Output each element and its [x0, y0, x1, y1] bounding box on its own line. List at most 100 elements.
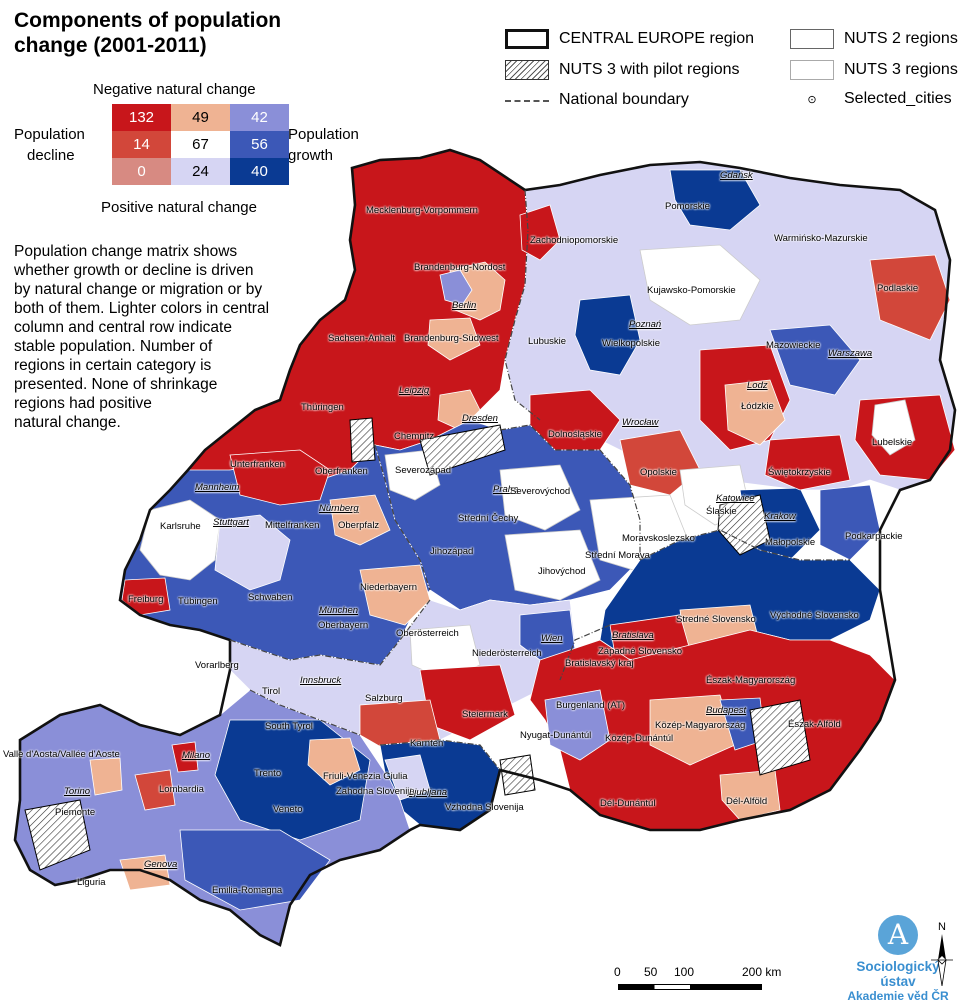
city-label: Stuttgart: [213, 517, 249, 528]
pilot-swatch: [505, 60, 549, 80]
region-label: Pomorskie: [665, 201, 710, 212]
city-label: Budapest: [706, 705, 747, 716]
region-label: Oberpfalz: [338, 520, 380, 531]
region-label: Chemnitz: [394, 431, 435, 442]
description-line: presented. None of shrinkage: [14, 376, 218, 393]
region-label: Śląskie: [706, 506, 737, 517]
region-label: Brandenburg-Südwest: [404, 333, 499, 344]
description-line: both of them. Lighter colors in central: [14, 300, 270, 317]
region-swietokrzyskie-red: [764, 434, 851, 491]
description-line: regions in certain category is: [14, 357, 212, 374]
region-label: Niederösterreich: [472, 648, 542, 659]
matrix-cell: 24: [171, 158, 230, 185]
city-label: Katowice: [716, 493, 755, 504]
region-label: Střední Čechy: [458, 513, 519, 524]
region-lubelskie-white: [871, 399, 916, 456]
legend-nuts2: NUTS 2 regions: [790, 29, 958, 49]
matrix-cell: 67: [171, 131, 230, 158]
region-label: Podkarpackie: [845, 531, 903, 542]
region-label: Dél-Dunántúl: [600, 798, 656, 809]
region-label: Moravskoslezsko: [622, 533, 695, 544]
legend-cities-label: Selected_cities: [844, 90, 952, 107]
central-europe-swatch: [505, 29, 549, 49]
region-label: South Tyrol: [265, 721, 313, 732]
region-label: Dél-Alföld: [726, 796, 768, 807]
region-mazowieckie-blue: [769, 324, 861, 396]
city-label: Nürnberg: [319, 503, 359, 514]
region-label: Vzhodna Slovenija: [445, 802, 524, 813]
region-podkarpackie-blue: [819, 484, 881, 561]
city-dot-icon: ⊙: [807, 93, 817, 106]
region-label: Střední Morava: [585, 550, 650, 561]
description-line: stable population. Number of: [14, 338, 213, 355]
region-germany-s-lavender: [214, 514, 291, 591]
national-boundaries: [229, 189, 850, 771]
city-label: Wien: [541, 633, 563, 644]
sociologicky-ustav-logo: A Sociologický ústav Akademie věd ČR: [838, 915, 958, 1003]
region-label: Salzburg: [365, 693, 403, 704]
region-torino-peach: [89, 757, 123, 796]
region-label: Niederbayern: [360, 582, 418, 593]
matrix-cell: 40: [230, 158, 289, 185]
region-label: Dolnośląskie: [548, 429, 602, 440]
logo-icon: A: [878, 915, 918, 955]
legend-central-europe-label: CENTRAL EUROPE region: [559, 30, 755, 47]
city-label: Gdańsk: [720, 170, 753, 181]
description-line: natural change.: [14, 414, 121, 431]
city-label: Praha: [493, 484, 519, 495]
city-label: München: [319, 605, 359, 616]
matrix-cell: 132: [112, 104, 171, 131]
legend-nuts2-label: NUTS 2 regions: [844, 30, 958, 47]
region-emilia-blue: [179, 829, 331, 911]
region-label: Freiburg: [128, 594, 164, 605]
matrix-cell: 0: [112, 158, 171, 185]
scale-label-200: 200 km: [742, 965, 782, 979]
region-label: Oberfranken: [315, 466, 368, 477]
title-line-1: Components of population: [14, 9, 282, 32]
nuts3-swatch: [790, 60, 834, 80]
legend-central-europe: CENTRAL EUROPE region: [505, 29, 754, 49]
region-label: Emilia-Romagna: [212, 885, 283, 896]
region-label: Kujawsko-Pomorskie: [647, 285, 736, 296]
region-label: Lubuskie: [528, 336, 567, 347]
city-label: Dresden: [462, 413, 498, 424]
region-severovychod-white: [499, 464, 581, 531]
region-label: Západné Slovensko: [598, 646, 682, 657]
region-brandenburg-sw: [427, 317, 481, 361]
logo-subtitle: Akademie věd ČR: [847, 989, 949, 1003]
region-label: Bratislavský kraj: [565, 658, 634, 669]
matrix-bottom-label: Positive natural change: [101, 199, 257, 216]
region-lodzkie-peach: [724, 379, 786, 446]
description-line: whether growth or decline is driven: [14, 262, 254, 279]
matrix-left-label-1: Population: [14, 126, 85, 143]
city-label: Mannheim: [195, 482, 240, 493]
region-label: Świętokrzyskie: [768, 467, 831, 478]
legend-national-boundary: National boundary: [505, 90, 689, 110]
region-friuli-peach: [307, 737, 361, 786]
region-label: Trento: [254, 768, 282, 779]
region-label: Tübingen: [178, 596, 218, 607]
city-label: Genova: [144, 859, 178, 870]
pilot-region-1: [349, 417, 376, 463]
region-label: Oberbayern: [318, 620, 369, 631]
logo-name: Sociologický ústav: [856, 959, 940, 989]
region-label: Karlsruhe: [160, 521, 201, 532]
region-label: Veneto: [273, 804, 303, 815]
matrix-row: 0 24 40: [112, 158, 289, 185]
region-zachodnio-red: [519, 204, 561, 261]
matrix-cell: 14: [112, 131, 171, 158]
region-label: Burgenland (AT): [556, 700, 625, 711]
city-label: Innsbruck: [300, 675, 342, 686]
region-label: Małopolskie: [765, 537, 816, 548]
city-label: Warszawa: [828, 348, 873, 359]
region-label: Sachsen-Anhalt: [328, 333, 396, 344]
region-wielkopolskie-blue: [574, 294, 641, 376]
population-change-matrix: 132 49 42 14 67 56 0 24 40: [112, 104, 289, 185]
north-arrow-icon: N: [931, 921, 953, 987]
region-label: Valle d'Aosta/Vallée d'Aoste: [3, 749, 120, 760]
region-label: Brandenburg-Nordost: [414, 262, 506, 273]
matrix-right-label-2: growth: [288, 147, 334, 164]
pilot-region-5: [749, 699, 811, 776]
matrix-right-label-1: Population: [288, 126, 359, 143]
